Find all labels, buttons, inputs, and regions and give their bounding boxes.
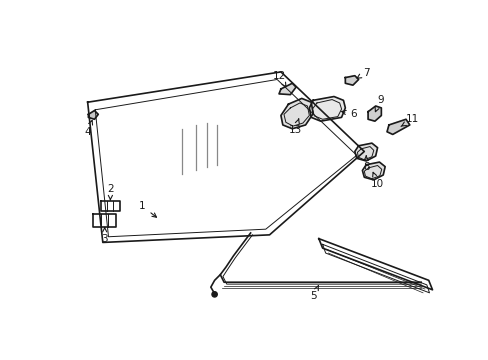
Text: 8: 8 (362, 156, 369, 172)
Text: 7: 7 (356, 68, 369, 78)
Text: 1: 1 (139, 202, 156, 217)
Polygon shape (309, 96, 345, 121)
Text: 4: 4 (84, 120, 92, 137)
Text: 10: 10 (370, 172, 384, 189)
Polygon shape (354, 143, 377, 161)
Polygon shape (88, 111, 98, 119)
Polygon shape (386, 119, 409, 134)
Polygon shape (280, 98, 312, 129)
Circle shape (211, 292, 217, 297)
Polygon shape (279, 83, 296, 95)
Polygon shape (367, 106, 381, 121)
Text: 6: 6 (341, 109, 356, 120)
Polygon shape (362, 162, 385, 180)
Text: 13: 13 (288, 119, 301, 135)
Polygon shape (345, 76, 358, 85)
Text: 2: 2 (107, 184, 114, 200)
Text: 12: 12 (272, 71, 285, 87)
Text: 9: 9 (374, 95, 383, 112)
Text: 5: 5 (309, 286, 318, 301)
Text: 11: 11 (400, 114, 419, 126)
Text: 3: 3 (101, 228, 108, 244)
